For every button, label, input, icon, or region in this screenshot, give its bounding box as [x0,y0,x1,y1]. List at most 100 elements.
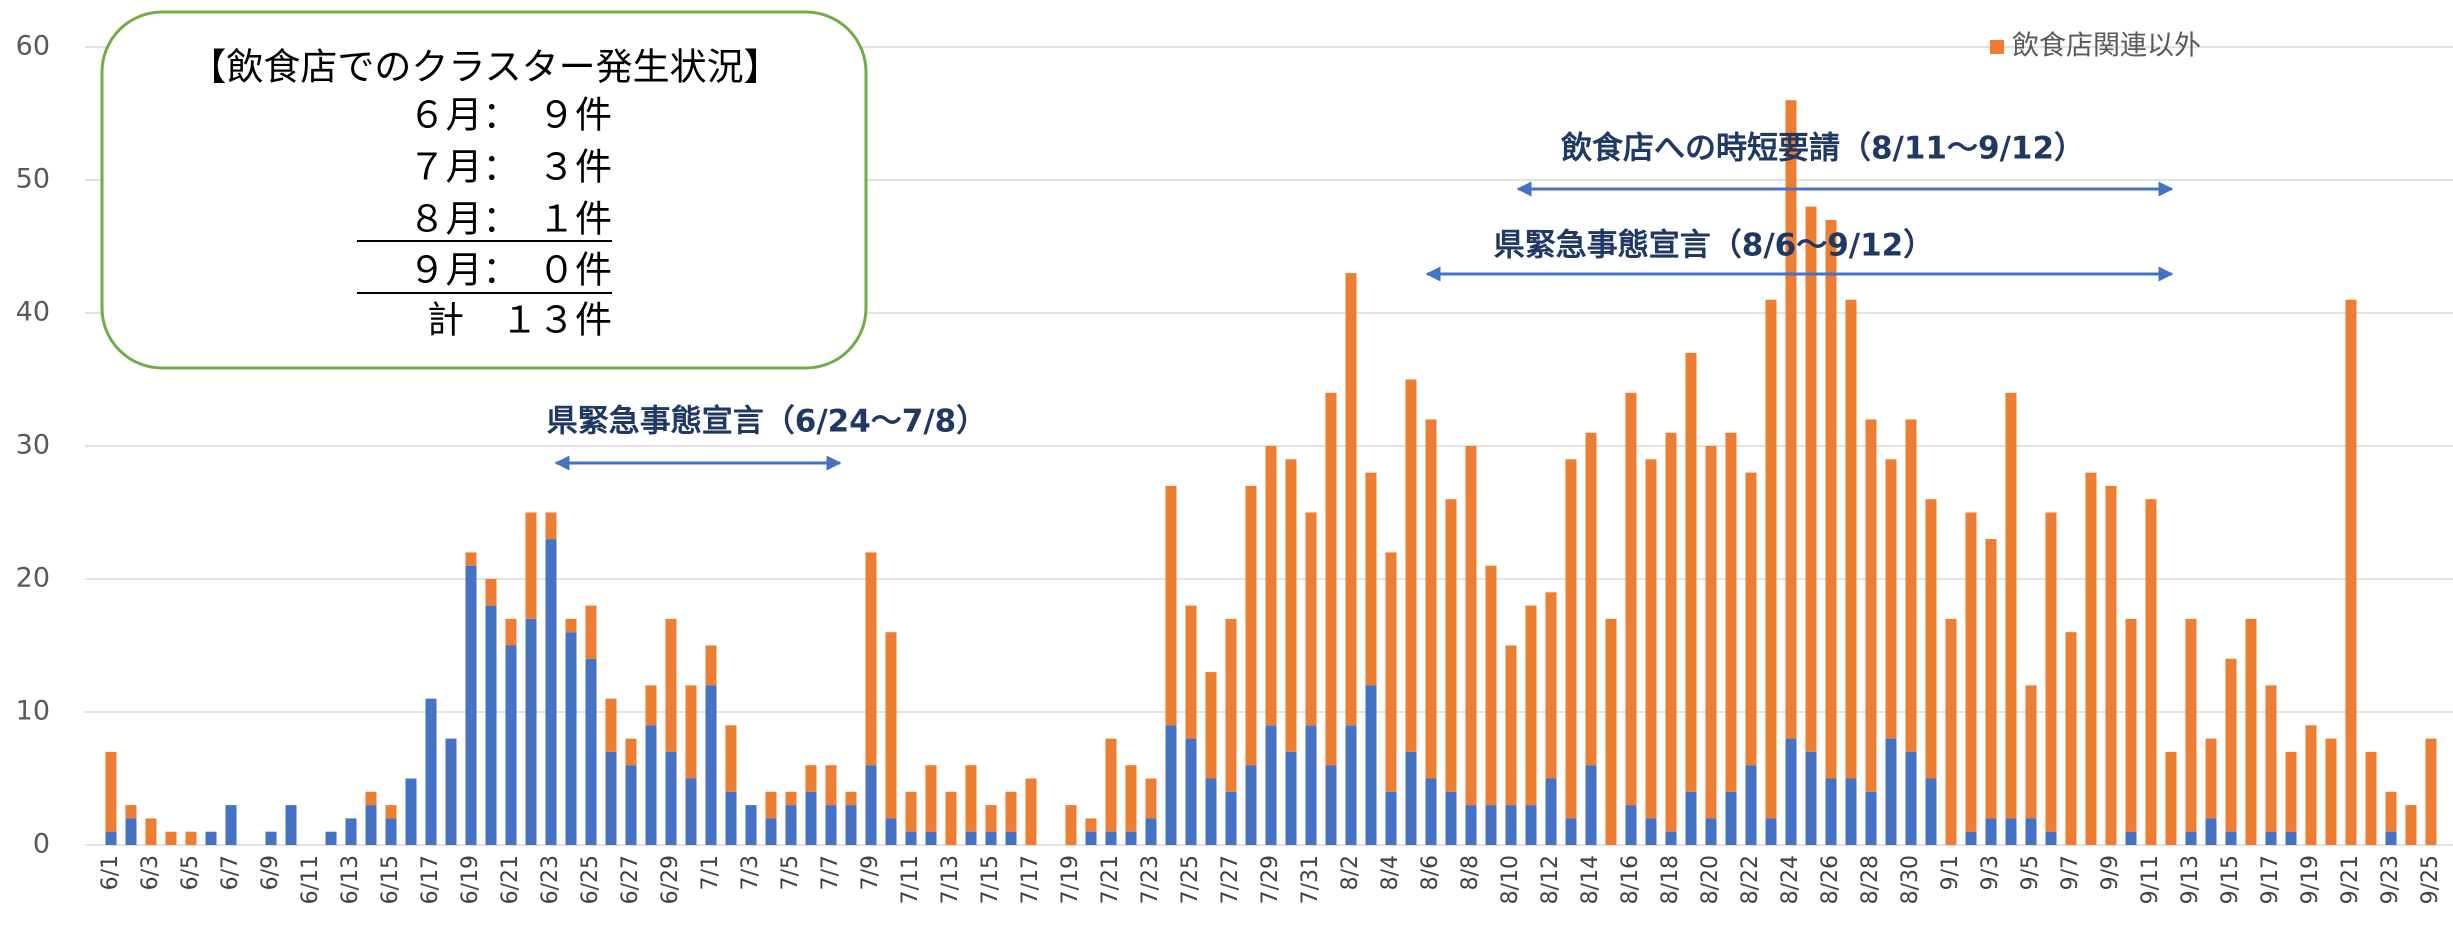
bar-segment [545,512,557,540]
bar-segment [2045,831,2057,845]
x-tick-label: 9/15 [2218,855,2243,904]
bar-segment [2065,632,2077,845]
x-tick-label: 6/11 [298,855,323,904]
x-tick-label: 7/11 [898,855,923,904]
bar-segment [825,805,837,845]
bar-segment [1625,805,1637,845]
summary-box [100,10,868,370]
bar-segment [2205,818,2217,845]
bar-segment [1485,805,1497,845]
bar-segment [1505,645,1517,806]
x-tick-label: 6/23 [538,855,563,904]
bar-segment [105,831,117,845]
bar-segment [2005,392,2017,819]
bar-segment [1145,818,1157,845]
bar-segment [165,831,177,845]
bar-segment [1385,552,1397,792]
box-line: ９月： ０件 [409,249,613,292]
bar-segment [1945,618,1957,845]
bar-segment [965,831,977,845]
bar-segment [765,791,777,819]
bar-segment [665,618,677,752]
x-tick-label: 8/4 [1378,855,1403,890]
x-tick-label: 9/17 [2258,855,2283,904]
bar-segment [1965,831,1977,845]
x-tick-label: 6/27 [618,855,643,904]
bar-segment [1845,299,1857,779]
x-tick-label: 7/17 [1018,855,1043,904]
bar-segment [1125,831,1137,845]
bar-segment [1005,831,1017,845]
bar-segment [1925,778,1937,845]
bar-segment [1365,685,1377,845]
x-tick-label: 9/1 [1938,855,1963,890]
bar-segment [745,805,757,845]
bar-segment [285,805,297,845]
bar-segment [905,791,917,832]
bar-segment [1545,592,1557,779]
bar-segment [885,632,897,819]
bar-segment [845,805,857,845]
bar-segment [785,805,797,845]
x-tick-label: 9/7 [2058,855,2083,890]
bar-segment [825,765,837,806]
bar-segment [445,738,457,845]
bar-segment [1285,459,1297,752]
bar-segment [1185,738,1197,845]
x-tick-label: 8/2 [1338,855,1363,890]
bar-segment [1765,818,1777,845]
annotation: 県緊急事態宣言（6/24～7/8） [547,404,988,440]
x-tick-label: 7/23 [1138,855,1163,904]
bar-segment [1105,831,1117,845]
bar-segment [505,645,517,845]
bar-segment [705,685,717,845]
x-tick-label: 7/5 [778,855,803,890]
x-tick-label: 8/30 [1898,855,1923,904]
bar-segment [885,818,897,845]
bar-segment [1785,738,1797,845]
bar-segment [805,765,817,792]
bar-segment [1905,419,1917,752]
bar-segment [1765,299,1777,819]
bar-segment [1985,818,1997,845]
bar-segment [985,805,997,832]
bar-segment [1845,778,1857,845]
bar-segment [125,805,137,819]
bar-segment [485,579,497,606]
bar-segment [2145,499,2157,845]
bar-segment [225,805,237,845]
bar-segment [965,765,977,832]
bar-segment [1325,392,1337,766]
x-tick-label: 6/9 [258,855,283,890]
x-tick-label: 6/7 [218,855,243,890]
bar-segment [2405,805,2417,845]
x-tick-label: 8/24 [1778,855,1803,904]
bar-segment [1885,738,1897,845]
bar-segment [105,751,117,832]
bar-segment [1585,765,1597,845]
bar-segment [1725,791,1737,845]
bar-segment [1545,778,1557,845]
bar-segment [865,765,877,845]
bar-segment [1265,725,1277,845]
x-tick-label: 6/1 [98,855,123,890]
bar-segment [585,658,597,845]
bar-segment [1685,791,1697,845]
bar-segment [1445,791,1457,845]
bar-segment [1245,485,1257,766]
bar-segment [1025,778,1037,845]
bar-segment [1345,273,1357,726]
x-tick-label: 6/17 [418,855,443,904]
bar-segment [1285,751,1297,845]
bar-segment [1505,805,1517,845]
bar-segment [185,831,197,845]
x-tick-label: 9/11 [2138,855,2163,904]
bar-segment [1685,352,1697,792]
x-tick-label: 7/1 [698,855,723,890]
x-tick-label: 7/9 [858,855,883,890]
x-tick-label: 9/13 [2178,855,2203,904]
bar-segment [2125,831,2137,845]
bar-segment [1085,818,1097,832]
bar-segment [985,831,997,845]
bar-segment [1665,831,1677,845]
